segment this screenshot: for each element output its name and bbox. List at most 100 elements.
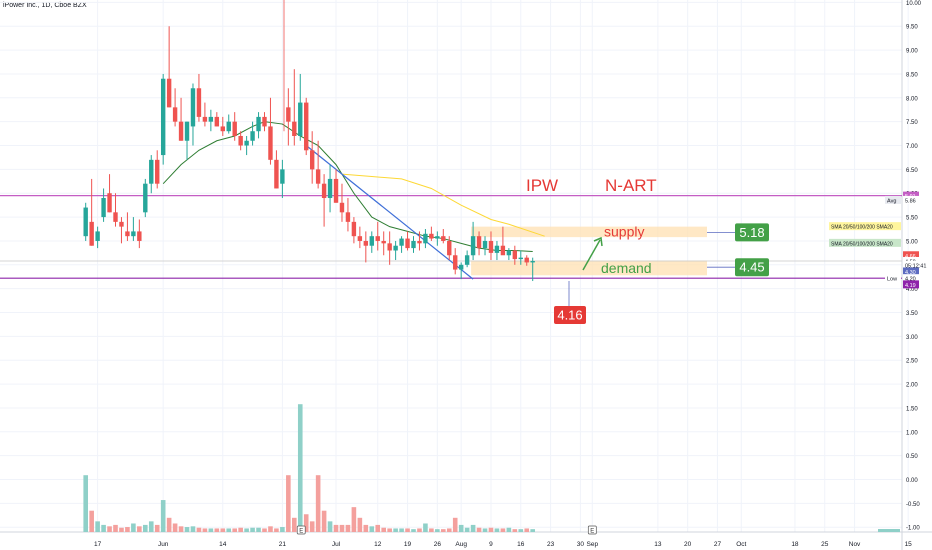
candle-body: [280, 169, 285, 184]
candle-body: [518, 257, 523, 260]
volume-bar: [387, 528, 392, 532]
candle-body: [155, 159, 160, 184]
candle-body: [172, 107, 178, 122]
volume-bar: [113, 524, 118, 532]
candle-body: [530, 260, 535, 263]
volume-bar: [333, 524, 339, 532]
candle-body: [464, 255, 470, 265]
earnings-marker[interactable]: [296, 525, 306, 535]
sma-slow-line: [341, 173, 545, 237]
supply-zone: [471, 226, 707, 238]
volume-bar: [297, 404, 303, 532]
volume-bar: [357, 517, 363, 532]
candle-body: [453, 255, 458, 270]
volume-bar: [202, 528, 208, 532]
candle-body: [226, 121, 231, 132]
time-tick-label: Sep: [587, 541, 599, 548]
candle-body: [470, 236, 476, 256]
volume-bar: [160, 500, 166, 532]
price-tag-text: 4.66: [905, 254, 916, 260]
up-arrow-icon: [582, 239, 601, 271]
earnings-marker-text: E: [299, 529, 303, 535]
candle-body: [500, 245, 506, 256]
time-tick-label: Jul: [332, 541, 341, 548]
volume-bar: [878, 529, 900, 532]
candle-body: [321, 183, 327, 199]
time-tick-label: 25: [821, 541, 829, 548]
trendline: [305, 145, 474, 280]
candle-body: [333, 178, 339, 203]
volume-bar: [119, 527, 124, 532]
candle-body: [178, 121, 184, 141]
volume-bar: [238, 527, 243, 532]
time-tick-label: Jun: [158, 541, 169, 548]
candle-body: [83, 207, 88, 237]
volume-bar: [512, 529, 518, 532]
candle-body: [482, 240, 488, 249]
candle-body: [89, 221, 94, 246]
level-box-4-45-text: 4.45: [739, 260, 764, 275]
volume-bar: [321, 510, 327, 532]
volume-bar: [89, 510, 94, 532]
price-tick-label: 4.00: [906, 287, 918, 293]
volume-bar: [268, 526, 273, 532]
candle-body: [387, 243, 392, 251]
price-tick-label: 5.50: [906, 216, 918, 222]
volume-bar: [476, 527, 482, 532]
price-tick-label: -1.00: [906, 526, 920, 532]
sma-legend-label: [829, 238, 901, 247]
earnings-marker[interactable]: [587, 525, 597, 535]
volume-bar: [399, 528, 404, 532]
time-tick-label: 17: [94, 541, 102, 548]
volume-bar: [417, 528, 422, 532]
price-tag: [903, 280, 919, 289]
time-tick-label: 27: [714, 541, 722, 548]
time-tick-label: 21: [279, 541, 287, 548]
volume-bar: [286, 475, 291, 532]
time-tick-label: Oct: [736, 541, 746, 548]
price-tick-label: -0.50: [906, 502, 920, 508]
candle-body: [512, 250, 518, 260]
candle-body: [304, 102, 309, 151]
level-box-4-16-text: 4.16: [557, 308, 582, 323]
candle-body: [441, 236, 446, 241]
candle-body: [345, 212, 351, 222]
time-tick-label: 23: [547, 541, 555, 548]
volume-bar: [381, 527, 386, 532]
candle-body: [214, 116, 220, 127]
level-box-5-18-text: 5.18: [739, 225, 764, 240]
candle-body: [393, 245, 398, 251]
volume-bar: [494, 528, 500, 532]
volume-bar: [506, 527, 512, 532]
price-tag: [885, 274, 901, 283]
price-tick-label: 3.00: [906, 335, 918, 341]
volume-bar: [214, 528, 220, 532]
volume-bar: [154, 524, 160, 532]
candle-body: [399, 238, 404, 246]
volume-bar: [441, 529, 446, 532]
volume-bar: [107, 526, 112, 532]
volume-bar: [363, 524, 369, 532]
volume-bar: [339, 524, 345, 532]
candle-body: [339, 202, 345, 213]
volume-bar: [518, 529, 524, 532]
price-tag: [903, 274, 919, 283]
candle-body: [196, 88, 202, 117]
time-tick-label: 15: [905, 541, 913, 548]
price-tick-label: 7.50: [906, 120, 918, 126]
volume-bar: [464, 527, 470, 532]
time-tick-label: 13: [654, 541, 662, 548]
volume-bar: [452, 517, 458, 532]
earnings-marker-text: E: [590, 529, 594, 535]
volume-bar: [250, 527, 255, 532]
time-tick-label: 14: [219, 541, 227, 548]
time-tick-label: Aug: [455, 541, 467, 548]
candle-body: [417, 240, 422, 244]
candle-body: [429, 233, 434, 239]
volume-bar: [345, 524, 351, 532]
price-tick-label: 9.50: [906, 25, 918, 31]
volume-bar: [220, 528, 226, 532]
volume-bar: [500, 528, 506, 532]
volume-bar: [405, 528, 410, 532]
